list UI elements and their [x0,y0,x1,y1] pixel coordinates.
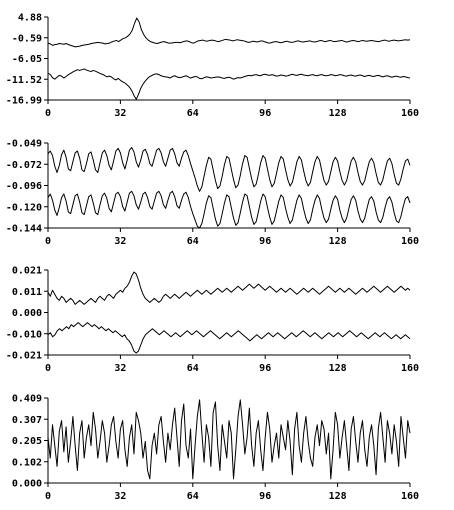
x-tick-label: 0 [45,363,51,374]
y-tick-label: -0.59 [12,33,42,44]
x-tick-label: 64 [187,363,199,374]
y-tick-label: 0.307 [12,415,42,426]
x-tick-label: 0 [45,108,51,119]
y-tick-label: 0.205 [12,436,42,447]
y-tick-label: 0.102 [12,457,42,468]
x-tick-label: 160 [401,108,419,119]
y-tick-label: -0.072 [6,160,42,171]
y-tick-label: -0.021 [6,351,42,362]
x-tick-label: 64 [187,236,199,247]
y-tick-label: -0.049 [6,139,42,150]
series-line-1 [47,399,411,480]
x-tick-label: 96 [259,363,271,374]
series-line-2 [47,322,411,354]
y-tick-label: -6.05 [12,54,42,65]
x-tick-label: 96 [259,108,271,119]
x-tick-label: 64 [187,108,199,119]
x-tick-label: 160 [401,236,419,247]
x-tick-label: 32 [114,108,126,119]
x-tick-label: 128 [329,363,347,374]
series-line-2 [47,190,411,229]
x-tick-label: 160 [401,491,419,502]
series-line-2 [47,68,411,100]
y-tick-label: -16.99 [6,96,42,107]
y-tick-label: -0.120 [6,202,42,213]
x-tick-label: 0 [45,491,51,502]
chart-panel-1: 4.88 -0.59 -6.05 -11.52 -16.990 32 64 96 128 160 [6,13,419,120]
y-tick-label: 0.011 [12,287,42,298]
x-tick-label: 64 [187,491,199,502]
x-tick-label: 128 [329,491,347,502]
y-tick-label: 0.021 [12,266,42,277]
x-tick-label: 96 [259,236,271,247]
y-tick-label: 4.88 [18,13,42,24]
y-tick-label: 0.000 [12,308,42,319]
y-tick-label: -0.144 [6,224,42,235]
x-tick-label: 96 [259,491,271,502]
x-tick-label: 32 [114,363,126,374]
x-tick-label: 128 [329,236,347,247]
y-tick-label: 0.409 [12,394,42,405]
x-tick-label: 160 [401,363,419,374]
series-line-1 [47,17,411,48]
x-tick-label: 0 [45,236,51,247]
y-tick-label: -0.010 [6,329,42,340]
x-tick-label: 32 [114,236,126,247]
y-tick-label: -0.096 [6,181,42,192]
x-tick-label: 128 [329,108,347,119]
x-tick-label: 32 [114,491,126,502]
series-line-1 [47,271,411,305]
y-tick-label: 0.000 [12,479,42,490]
series-line-1 [47,146,411,192]
y-tick-label: -11.52 [6,75,42,86]
